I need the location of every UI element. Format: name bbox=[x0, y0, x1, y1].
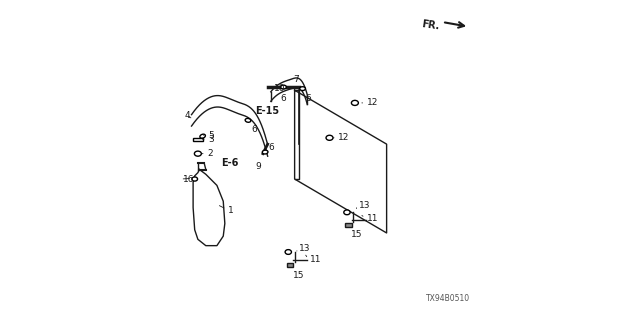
Text: 6: 6 bbox=[305, 94, 311, 103]
FancyBboxPatch shape bbox=[193, 138, 203, 141]
Ellipse shape bbox=[200, 134, 205, 138]
Text: 13: 13 bbox=[358, 202, 370, 211]
Text: 10: 10 bbox=[274, 84, 285, 93]
Text: 2: 2 bbox=[207, 149, 213, 158]
Text: 12: 12 bbox=[338, 133, 349, 142]
Text: 11: 11 bbox=[310, 255, 321, 264]
Text: 3: 3 bbox=[209, 135, 214, 144]
Text: 1: 1 bbox=[228, 206, 234, 215]
Ellipse shape bbox=[195, 151, 202, 156]
Text: 13: 13 bbox=[300, 244, 311, 253]
Text: 15: 15 bbox=[293, 271, 305, 280]
Ellipse shape bbox=[285, 250, 291, 254]
Ellipse shape bbox=[326, 135, 333, 140]
Text: E-15: E-15 bbox=[255, 106, 279, 116]
FancyBboxPatch shape bbox=[346, 223, 352, 227]
Ellipse shape bbox=[281, 85, 286, 89]
Text: 5: 5 bbox=[209, 131, 214, 140]
Ellipse shape bbox=[351, 100, 358, 105]
Text: 16: 16 bbox=[183, 174, 195, 184]
Text: 4: 4 bbox=[184, 111, 190, 120]
Text: 12: 12 bbox=[367, 99, 378, 108]
Text: 7: 7 bbox=[293, 75, 299, 84]
Text: FR.: FR. bbox=[421, 19, 440, 31]
Ellipse shape bbox=[245, 118, 251, 122]
Text: 6: 6 bbox=[252, 125, 257, 134]
Text: 9: 9 bbox=[255, 162, 260, 171]
Ellipse shape bbox=[262, 150, 268, 154]
Text: E-6: E-6 bbox=[221, 157, 239, 168]
Text: 11: 11 bbox=[367, 214, 378, 223]
Ellipse shape bbox=[300, 87, 305, 91]
Ellipse shape bbox=[344, 210, 350, 215]
Text: 6: 6 bbox=[268, 143, 274, 152]
Text: TX94B0510: TX94B0510 bbox=[426, 294, 470, 303]
Text: 15: 15 bbox=[351, 230, 362, 239]
FancyBboxPatch shape bbox=[287, 263, 293, 267]
Ellipse shape bbox=[192, 177, 198, 181]
Text: 6: 6 bbox=[280, 94, 286, 103]
